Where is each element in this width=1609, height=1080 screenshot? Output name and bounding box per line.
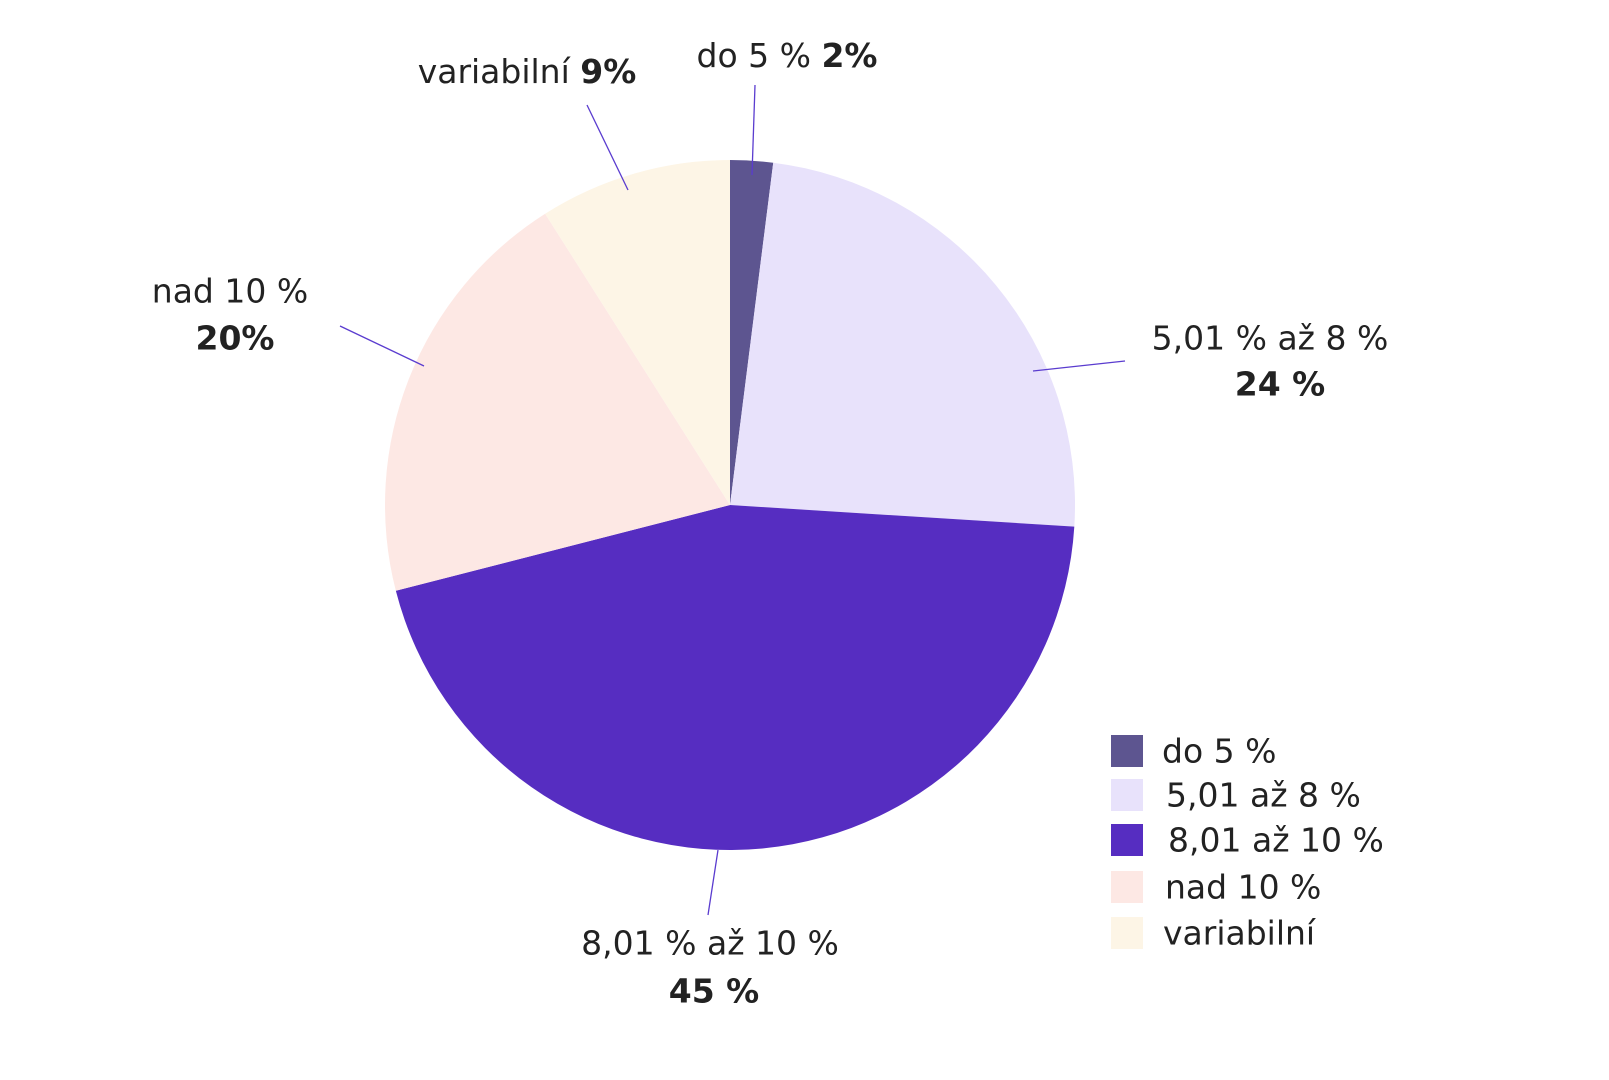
pie: [384, 160, 1075, 851]
slice-name: nad 10 %: [152, 272, 308, 311]
value-label: 24 %: [1235, 365, 1325, 404]
leader-line: [1032, 360, 1126, 372]
legend-label: do 5 %: [1162, 732, 1276, 771]
legend-swatch: [1111, 779, 1143, 811]
leader-line: [586, 104, 629, 191]
leader-line: [339, 325, 425, 367]
slice-name: do 5 %: [697, 36, 811, 75]
legend-label: 5,01 až 8 %: [1166, 776, 1361, 815]
pie-slice: [545, 160, 730, 505]
value-label: 9%: [580, 52, 636, 91]
slice-name: 8,01 % až 10 %: [581, 924, 839, 963]
leader-line: [751, 84, 756, 176]
legend-swatch: [1111, 917, 1143, 949]
pie-slice: [730, 160, 774, 505]
slice-label: variabilní 9%: [418, 52, 637, 91]
legend-swatch: [1111, 735, 1143, 767]
leader-line: [707, 849, 719, 916]
slice-name: variabilní: [418, 52, 572, 91]
legend-label: variabilní: [1163, 914, 1317, 953]
slice-label: do 5 % 2%: [697, 36, 878, 75]
pie-slice: [730, 162, 1075, 527]
legend-label: 8,01 až 10 %: [1168, 821, 1384, 860]
pie-slice: [384, 213, 730, 591]
legend-label: nad 10 %: [1165, 868, 1321, 907]
value-label: 45 %: [669, 972, 759, 1011]
slice-labels: do 5 % 2% 5,01 % až 8 % 24 % 8,01 % až 10 %…: [152, 36, 1389, 1011]
value-label: 2%: [821, 36, 877, 75]
slice-name: 5,01 % až 8 %: [1152, 319, 1389, 358]
legend-swatch: [1111, 871, 1143, 903]
legend: do 5 % 5,01 až 8 % 8,01 až 10 % nad 10 % var…: [1111, 732, 1384, 953]
legend-swatch: [1111, 824, 1143, 856]
pie-slice: [395, 505, 1075, 851]
value-label: 20%: [196, 319, 275, 358]
